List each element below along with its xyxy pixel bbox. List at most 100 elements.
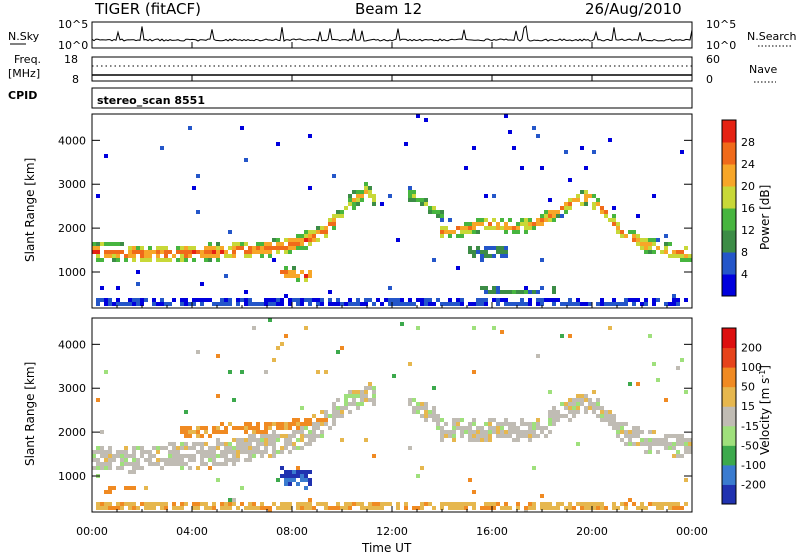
power-cell [408,186,412,190]
power-cell [684,254,688,258]
velocity-cell [284,482,288,486]
velocity-cell [272,430,276,434]
power-cell [488,222,492,226]
velocity-cell [264,446,268,450]
velocity-cell [156,462,160,466]
colorbar-swatch [722,230,736,253]
power-cell [352,198,356,202]
velocity-cell [656,506,660,510]
velocity-cell [496,430,500,434]
velocity-cell [116,502,120,506]
velocity-cell [652,442,656,446]
velocity-cell [152,506,156,510]
velocity-cell [124,486,128,490]
velocity-cell [608,414,612,418]
velocity-cell [124,450,128,454]
power-cell [188,302,192,306]
power-cell [592,194,596,198]
power-cell [680,150,684,154]
velocity-cell [348,410,352,414]
velocity-cell [256,506,260,510]
power-cell [192,302,196,306]
velocity-cell [364,386,368,390]
power-cell [208,254,212,258]
velocity-cell [108,490,112,494]
power-cell [676,302,680,306]
velocity-cell [508,506,512,510]
velocity-cell [528,438,532,442]
velocity-cell [504,502,508,506]
power-cell [176,258,180,262]
velocity-cell [280,422,284,426]
power-cell [260,254,264,258]
velocity-cell [484,430,488,434]
power-cell [108,250,112,254]
power-cell [328,218,332,222]
colorbar-tick-label: 28 [741,136,755,149]
velocity-cell [420,414,424,418]
power-cell [96,246,100,250]
velocity-cell [648,446,652,450]
velocity-cell [256,430,260,434]
velocity-cell [320,502,324,506]
power-cell [288,250,292,254]
power-cell [536,222,540,226]
power-cell [664,246,668,250]
velocity-cell [576,406,580,410]
velocity-cell [616,506,620,510]
power-cell [180,258,184,262]
velocity-cell [264,422,268,426]
velocity-cell [296,474,300,478]
velocity-cell [192,446,196,450]
power-cell [316,302,320,306]
velocity-cell [624,506,628,510]
power-cell [104,298,108,302]
velocity-cell [180,502,184,506]
velocity-cell [220,454,224,458]
velocity-cell [548,414,552,418]
velocity-cell [284,446,288,450]
power-cell [568,298,572,302]
power-cell [536,134,540,138]
power-cell [520,302,524,306]
power-cell [148,250,152,254]
power-cell [516,226,520,230]
power-cell [312,230,316,234]
power-cell [436,298,440,302]
power-cell [272,258,276,262]
velocity-cell [256,442,260,446]
velocity-cell [408,402,412,406]
power-cell [504,230,508,234]
velocity-cell [348,506,352,510]
velocity-cell [332,410,336,414]
power-cell [636,214,640,218]
power-cell [304,234,308,238]
velocity-cell [104,458,108,462]
power-cell [552,290,556,294]
velocity-cell [600,406,604,410]
power-cell [476,250,480,254]
velocity-cell [544,506,548,510]
power-cell [664,234,668,238]
velocity-cell [600,418,604,422]
velocity-cell [260,506,264,510]
power-cell [508,130,512,134]
power-cell [268,298,272,302]
velocity-cell [312,414,316,418]
power-cell [300,234,304,238]
velocity-cell [296,438,300,442]
velocity-cell [636,506,640,510]
velocity-cell [472,370,476,374]
velocity-cell [492,506,496,510]
velocity-cell [116,506,120,510]
velocity-cell [296,422,300,426]
velocity-cell [632,426,636,430]
power-cell [468,230,472,234]
velocity-cell [548,410,552,414]
power-cell [644,246,648,250]
velocity-cell [588,506,592,510]
power-cell [308,134,312,138]
power-cell [132,250,136,254]
power-cell [164,246,168,250]
